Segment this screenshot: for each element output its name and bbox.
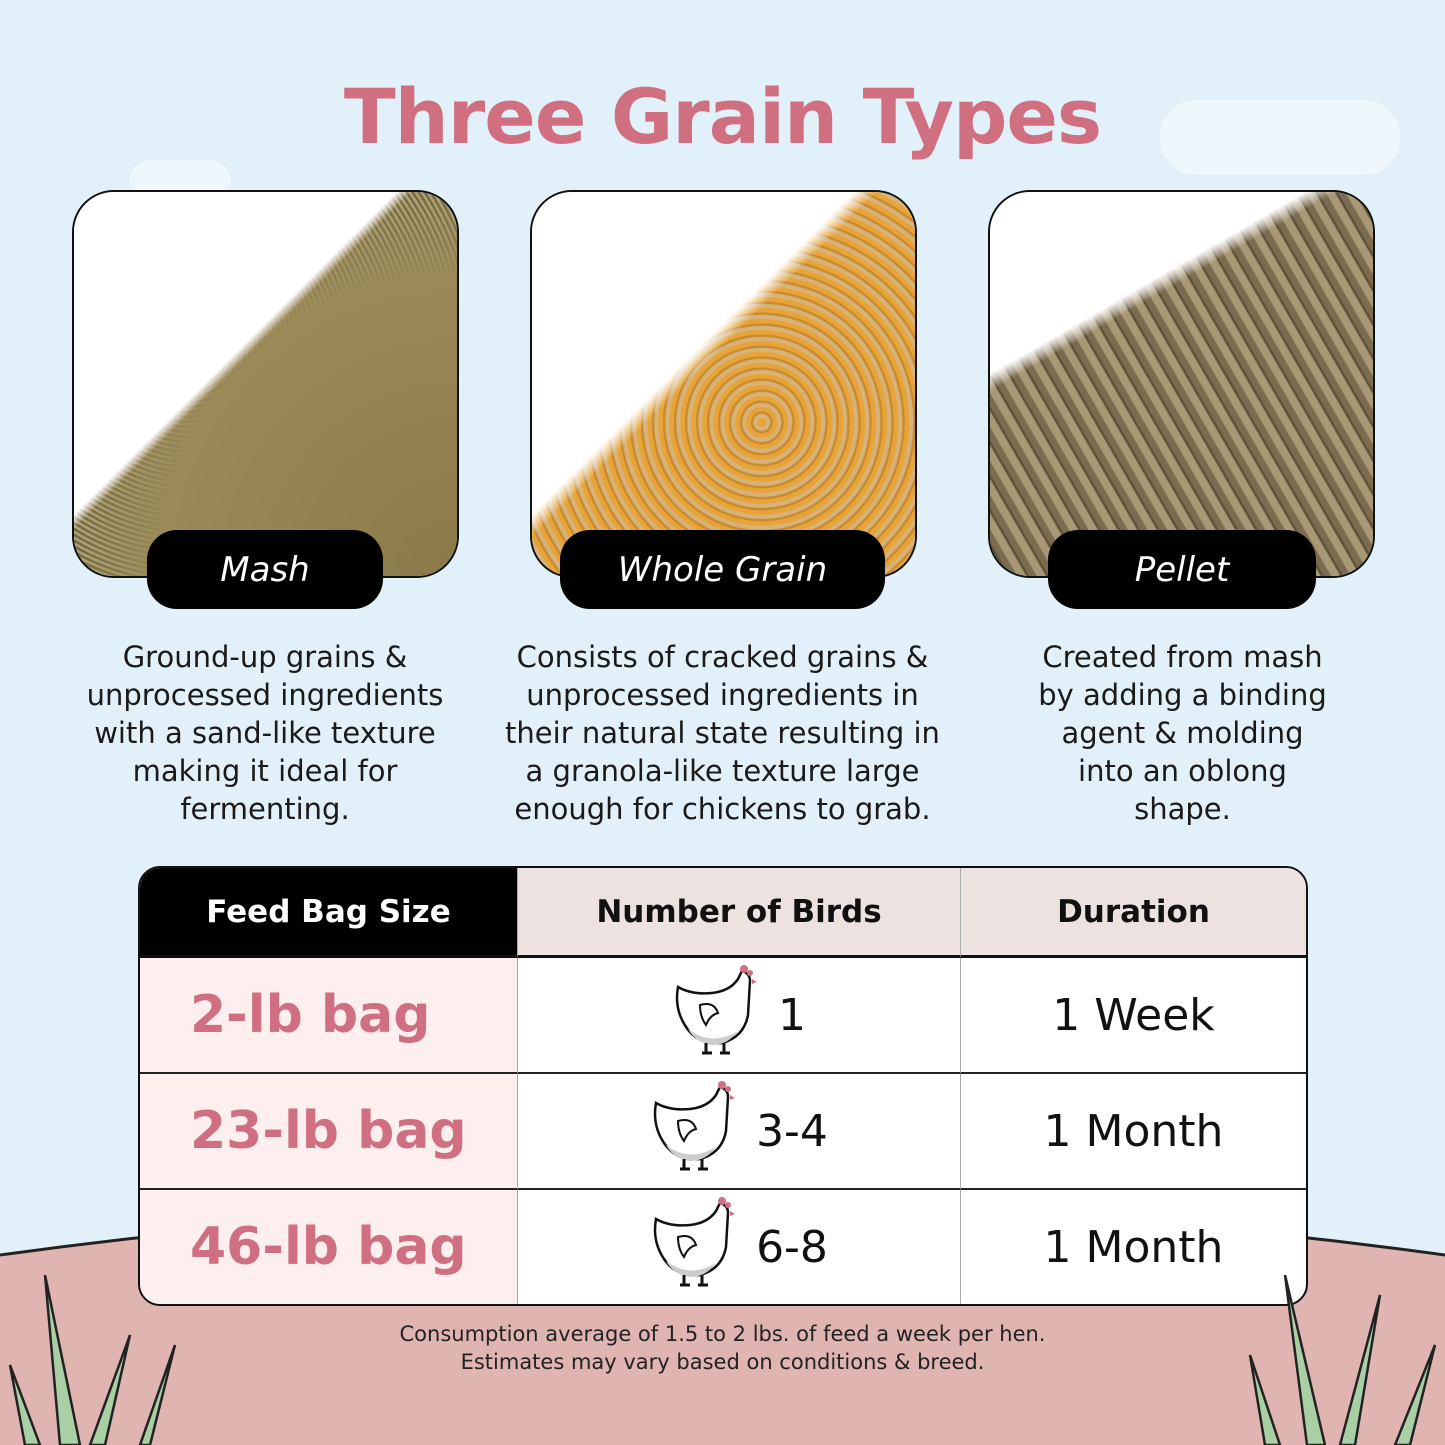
duration: 1 Month [1043,1221,1224,1273]
header-duration: Duration [961,868,1306,958]
chicken-icon [650,1080,736,1182]
bird-count: 1 [778,989,806,1041]
cloud [1160,100,1400,175]
chicken-icon [650,1196,736,1298]
bag-size: 46-lb bag [140,1190,517,1304]
whole-grain-label: Whole Grain [560,530,885,609]
mash-description: Ground-up grains & unprocessed ingredien… [86,640,444,826]
mash-label: Mash [147,530,383,609]
header-bag-size: Feed Bag Size [140,868,517,958]
bag-size: 2-lb bag [140,958,517,1075]
footnote-line: Consumption average of 1.5 to 2 lbs. of … [399,1322,1046,1346]
table-header: Feed Bag Size Number of Birds Duration [140,868,1306,958]
whole-grain-description: Consists of cracked grains & unprocessed… [505,640,940,826]
table-row: 23-lb bag 3-4 1 Month [140,1074,1306,1191]
pellet-label: Pellet [1048,530,1316,609]
bird-count: 6-8 [756,1221,828,1273]
header-number-of-birds: Number of Birds [517,868,961,958]
feed-table: Feed Bag Size Number of Birds Duration 2… [138,866,1308,1306]
pellet-image [988,190,1375,578]
footnote: Consumption average of 1.5 to 2 lbs. of … [0,1320,1445,1376]
whole-grain-image [530,190,917,578]
footnote-line: Estimates may vary based on conditions &… [460,1350,985,1374]
chicken-icon [672,964,758,1066]
table-row: 46-lb bag 6-8 1 Month [140,1190,1306,1304]
duration: 1 Week [961,958,1306,1075]
bag-size: 23-lb bag [140,1074,517,1191]
grass-left [8,1275,177,1445]
duration: 1 Month [961,1074,1306,1191]
pellet-description: Created from mash by adding a binding ag… [1038,640,1327,826]
grass-right [1248,1275,1437,1445]
page-title: Three Grain Types [343,72,1102,161]
table-row: 2-lb bag 1 1 Week [140,958,1306,1075]
mash-image [72,190,459,578]
bird-count: 3-4 [756,1105,828,1157]
